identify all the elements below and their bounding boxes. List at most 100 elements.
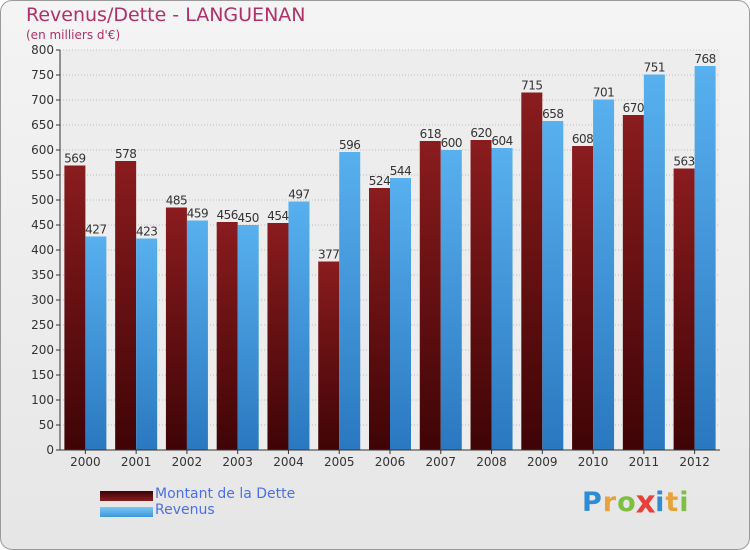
value-label-revenus: 423 xyxy=(136,225,157,239)
y-tick-label: 450 xyxy=(31,218,54,232)
bar-dette xyxy=(64,165,86,450)
bar-revenus xyxy=(694,66,716,450)
y-tick-label: 550 xyxy=(31,168,54,182)
x-tick-label: 2003 xyxy=(222,455,253,469)
value-label-dette: 618 xyxy=(420,127,441,141)
bar-dette xyxy=(419,141,441,450)
value-label-revenus: 544 xyxy=(390,164,411,178)
x-tick-label: 2011 xyxy=(629,455,660,469)
value-label-dette: 377 xyxy=(318,248,339,262)
logo-letter: i xyxy=(679,487,690,518)
y-tick-label: 350 xyxy=(31,268,54,282)
value-label-revenus: 450 xyxy=(237,211,258,225)
y-tick-label: 150 xyxy=(31,368,54,382)
bar-dette xyxy=(318,261,340,450)
y-tick-label: 300 xyxy=(31,293,54,307)
value-label-dette: 608 xyxy=(572,132,593,146)
value-label-dette: 485 xyxy=(166,194,187,208)
labels: 0 50 100 150 200 250 300 350 400 450 500 550 600 650 7… xyxy=(31,43,716,469)
x-tick-label: 2012 xyxy=(679,455,710,469)
bar-dette xyxy=(673,168,695,450)
x-tick-label: 2006 xyxy=(375,455,406,469)
legend-swatch-dette xyxy=(100,491,153,501)
y-tick-label: 0 xyxy=(46,443,54,457)
axes xyxy=(56,49,720,454)
chart-title: Revenus/Dette - LANGUENAN xyxy=(26,4,306,26)
value-label-dette: 578 xyxy=(115,147,136,161)
logo-letter: o xyxy=(617,487,637,518)
bar-dette xyxy=(115,161,137,450)
bar-revenus xyxy=(643,74,665,450)
bar-dette xyxy=(572,146,594,450)
y-tick-label: 750 xyxy=(31,68,54,82)
y-tick-label: 200 xyxy=(31,343,54,357)
logo-letter: x xyxy=(635,484,657,521)
legend-label-dette: Montant de la Dette xyxy=(155,486,296,502)
chart-subtitle: (en milliers d'€) xyxy=(26,28,121,42)
bar-revenus xyxy=(339,152,361,450)
value-label-dette: 524 xyxy=(369,174,390,188)
bar-dette xyxy=(369,188,390,450)
proxiti-logo: Proxiti xyxy=(582,484,690,521)
y-tick-label: 700 xyxy=(31,93,54,107)
bar-dette xyxy=(470,140,492,450)
x-tick-label: 2007 xyxy=(425,455,456,469)
y-tick-label: 650 xyxy=(31,118,54,132)
logo-letter: r xyxy=(602,487,618,518)
logo-letter: P xyxy=(582,487,603,518)
bars xyxy=(64,66,716,450)
value-label-dette: 670 xyxy=(623,101,644,115)
y-tick-label: 400 xyxy=(31,243,54,257)
value-label-revenus: 497 xyxy=(288,188,309,202)
logo-letter: t xyxy=(665,487,680,518)
value-label-dette: 563 xyxy=(673,155,694,169)
x-tick-label: 2005 xyxy=(324,455,355,469)
x-tick-label: 2002 xyxy=(172,455,203,469)
bar-revenus xyxy=(186,220,208,450)
value-label-revenus: 604 xyxy=(491,134,512,148)
x-tick-label: 2001 xyxy=(121,455,152,469)
x-tick-label: 2004 xyxy=(273,455,304,469)
bar-revenus xyxy=(390,178,411,450)
legend-label-revenus: Revenus xyxy=(155,502,215,518)
bar-revenus xyxy=(85,236,107,450)
x-tick-label: 2010 xyxy=(578,455,609,469)
value-label-dette: 569 xyxy=(64,152,85,166)
bar-revenus xyxy=(593,99,615,450)
bar-dette xyxy=(165,207,187,450)
bar-dette xyxy=(521,92,543,450)
bar-dette xyxy=(267,223,289,450)
x-tick-label: 2008 xyxy=(476,455,507,469)
value-label-revenus: 701 xyxy=(593,86,614,100)
y-tick-label: 100 xyxy=(31,393,54,407)
value-label-revenus: 768 xyxy=(694,52,715,66)
value-label-dette: 456 xyxy=(216,208,237,222)
y-tick-label: 600 xyxy=(31,143,54,157)
value-label-revenus: 596 xyxy=(339,138,360,152)
bar-revenus xyxy=(136,238,158,450)
value-label-revenus: 658 xyxy=(542,107,563,121)
bar-revenus xyxy=(440,150,462,450)
value-label-revenus: 427 xyxy=(85,223,106,237)
x-tick-label: 2009 xyxy=(527,455,558,469)
value-label-dette: 620 xyxy=(470,126,491,140)
bar-dette xyxy=(622,115,644,450)
value-label-dette: 715 xyxy=(521,79,542,93)
logo-letter: i xyxy=(655,487,666,518)
bar-revenus xyxy=(542,121,564,450)
x-tick-label: 2000 xyxy=(70,455,101,469)
bar-revenus xyxy=(288,201,310,450)
y-tick-label: 50 xyxy=(39,418,54,432)
value-label-revenus: 751 xyxy=(644,61,665,75)
bar-revenus xyxy=(237,225,259,450)
y-tick-label: 250 xyxy=(31,318,54,332)
value-label-revenus: 459 xyxy=(187,207,208,221)
bar-revenus xyxy=(491,148,513,450)
value-label-revenus: 600 xyxy=(441,136,462,150)
y-tick-label: 500 xyxy=(31,193,54,207)
value-label-dette: 454 xyxy=(267,209,288,223)
y-tick-label: 800 xyxy=(31,43,54,57)
legend-swatch-revenus xyxy=(100,507,153,517)
bar-dette xyxy=(216,222,238,450)
